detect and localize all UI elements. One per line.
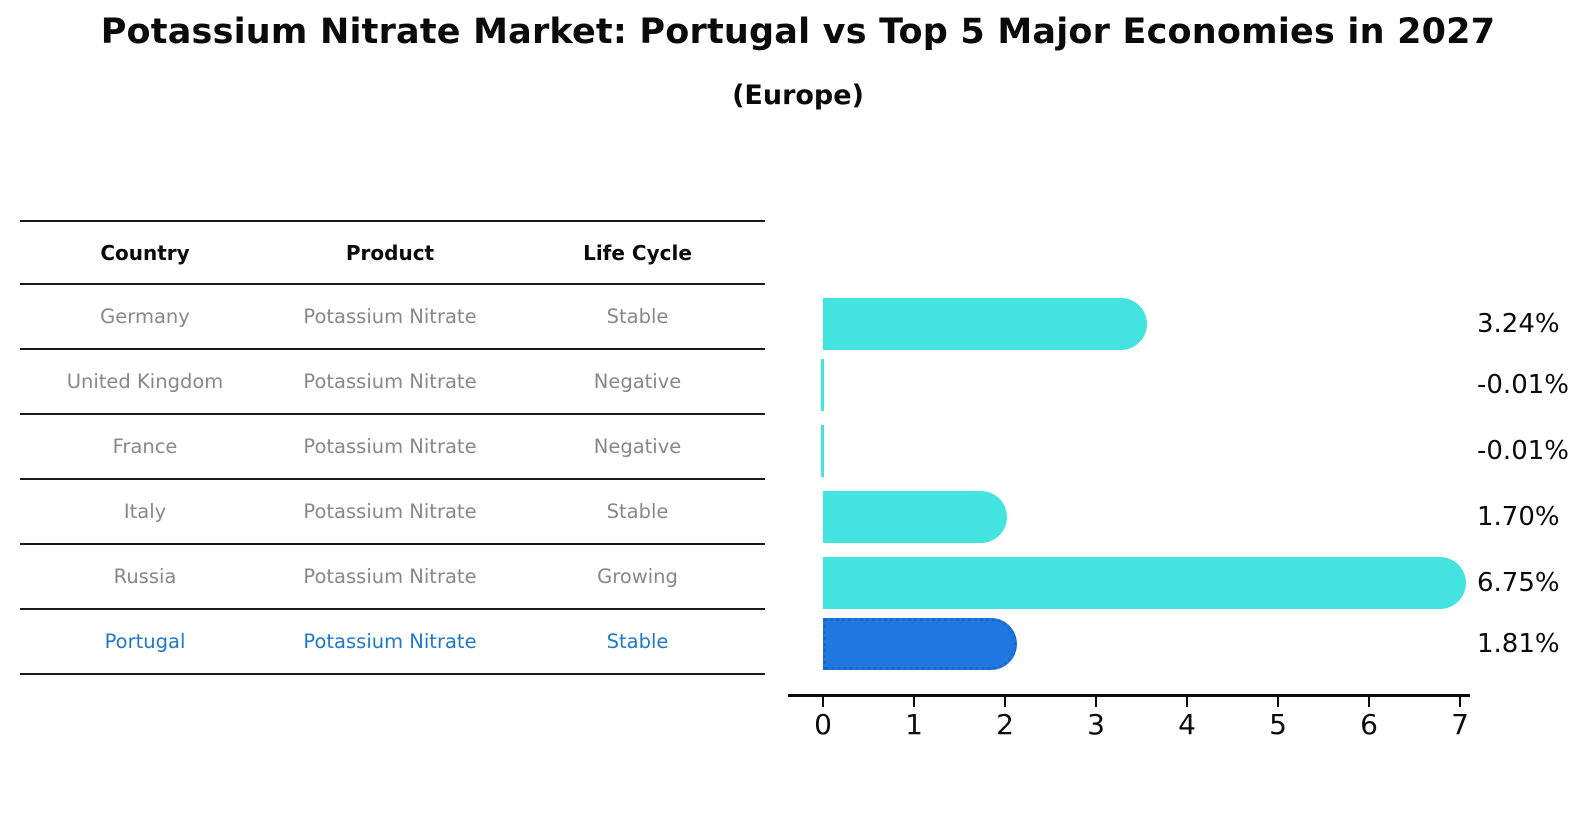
table-cell-country: Russia [113, 565, 177, 588]
x-tick-4 [1185, 696, 1189, 707]
bar-italy [823, 491, 1007, 543]
table-row: Russia Potassium Nitrate Growing [20, 544, 765, 609]
value-label-portugal: 1.81% [1477, 629, 1560, 659]
x-tick-1 [912, 696, 916, 707]
x-tick-label-7: 7 [1451, 708, 1469, 741]
x-tick-label-1: 1 [905, 708, 923, 741]
value-label-italy: 1.70% [1477, 502, 1560, 532]
value-label-france: -0.01% [1477, 436, 1569, 466]
table-header-product: Product [345, 240, 435, 265]
x-tick-5 [1276, 696, 1280, 707]
table-cell-life-cycle: Negative [593, 435, 682, 458]
value-label-germany: 3.24% [1477, 309, 1560, 339]
table-cell-product: Potassium Nitrate [303, 500, 477, 523]
table-cell-life-cycle: Stable [606, 630, 669, 653]
table-cell-country: Italy [123, 500, 167, 523]
table-row: Italy Potassium Nitrate Stable [20, 479, 765, 544]
bar-germany [823, 298, 1147, 350]
table-cell-life-cycle: Negative [593, 370, 682, 393]
table-row: France Potassium Nitrate Negative [20, 414, 765, 479]
table-cell-life-cycle: Growing [597, 565, 678, 588]
table-cell-life-cycle: Stable [606, 305, 669, 328]
market-table-body: Germany Potassium Nitrate Stable United Kin… [20, 284, 765, 674]
bar-portugal [823, 618, 1017, 670]
bar-united-kingdom [821, 359, 824, 411]
page-title: Potassium Nitrate Market: Portugal vs To… [100, 12, 1496, 52]
x-tick-label-5: 5 [1269, 708, 1287, 741]
bar-russia [823, 557, 1467, 609]
table-cell-product: Potassium Nitrate [303, 630, 477, 653]
table-header-row: Country Product Life Cycle [20, 221, 765, 284]
table-cell-country: France [112, 435, 178, 458]
market-table: Country Product Life Cycle Germany Potass… [20, 220, 765, 675]
table-header-country: Country [100, 240, 190, 265]
x-tick-2 [1003, 696, 1007, 707]
page-subtitle: (Europe) [732, 80, 864, 111]
x-tick-label-4: 4 [1178, 708, 1196, 741]
table-header-lifecycle: Life Cycle [583, 240, 692, 265]
table-cell-product: Potassium Nitrate [303, 305, 477, 328]
table-row: United Kingdom Potassium Nitrate Negative [20, 349, 765, 414]
x-tick-label-2: 2 [996, 708, 1014, 741]
x-tick-label-0: 0 [814, 708, 832, 741]
table-cell-product: Potassium Nitrate [303, 565, 477, 588]
bar-france [821, 425, 824, 477]
x-tick-3 [1094, 696, 1098, 707]
x-tick-7 [1458, 696, 1462, 707]
x-tick-label-3: 3 [1087, 708, 1105, 741]
value-label-russia: 6.75% [1477, 568, 1560, 598]
x-tick-6 [1367, 696, 1371, 707]
table-row: Portugal Potassium Nitrate Stable [20, 609, 765, 674]
table-row: Germany Potassium Nitrate Stable [20, 284, 765, 349]
table-cell-country: Portugal [104, 630, 186, 653]
table-cell-product: Potassium Nitrate [303, 370, 477, 393]
table-cell-life-cycle: Stable [606, 500, 669, 523]
table-cell-product: Potassium Nitrate [303, 435, 477, 458]
x-axis-line [788, 694, 1470, 697]
value-label-united-kingdom: -0.01% [1477, 370, 1569, 400]
x-tick-0 [821, 696, 825, 707]
table-cell-country: Germany [100, 305, 190, 328]
table-cell-country: United Kingdom [66, 370, 224, 393]
x-tick-label-6: 6 [1360, 708, 1378, 741]
